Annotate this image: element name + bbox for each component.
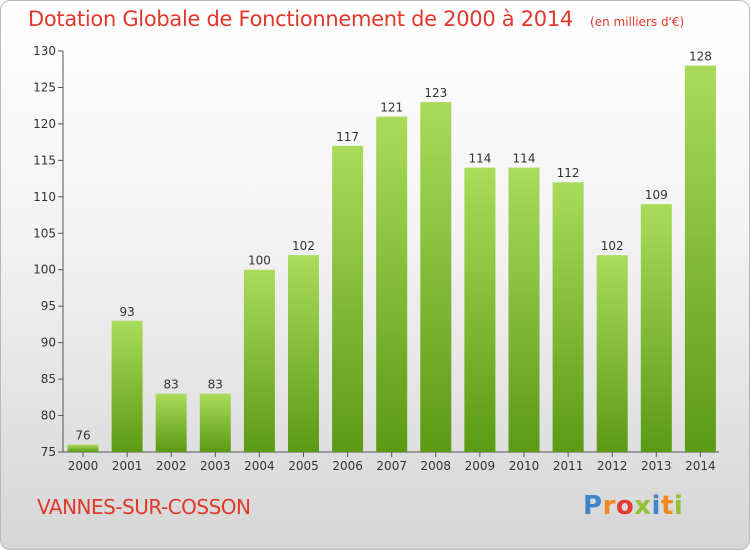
bar [640,204,672,452]
bar-value-label: 109 [645,188,668,202]
y-tick-label: 100 [33,263,56,277]
bar-value-label: 123 [424,86,447,100]
x-tick-label: 2011 [553,459,584,473]
y-tick-label: 110 [33,190,56,204]
bar-value-label: 112 [557,166,580,180]
bar-value-label: 76 [75,429,90,443]
bar-value-label: 83 [164,378,179,392]
y-tick-label: 125 [33,80,56,94]
x-tick-label: 2000 [68,459,99,473]
bar [243,269,275,452]
x-tick-label: 2002 [156,459,187,473]
bar-value-label: 114 [513,152,536,166]
y-tick-label: 80 [41,409,56,423]
bar-value-label: 100 [248,254,271,268]
logo-letter: r [602,491,616,521]
x-tick-label: 2010 [509,459,540,473]
bar [155,393,187,452]
bar-value-label: 93 [119,305,134,319]
y-tick-label: 105 [33,226,56,240]
x-tick-label: 2012 [597,459,628,473]
x-tick-label: 2006 [332,459,363,473]
bar [67,444,99,452]
y-tick-label: 130 [33,44,56,58]
bar [596,255,628,452]
y-tick-label: 90 [41,336,56,350]
logo-letter: o [615,491,635,521]
logo-letter: x [634,491,652,521]
chart-unit: (en milliers d'€) [590,15,685,29]
y-tick-label: 75 [41,445,56,459]
commune-name: VANNES-SUR-COSSON [37,495,251,519]
y-tick-label: 115 [33,153,56,167]
bar [464,167,496,452]
x-tick-label: 2003 [200,459,231,473]
logo-letter: i [673,491,684,521]
x-tick-label: 2004 [244,459,275,473]
bar-value-label: 114 [468,152,491,166]
chart-title: Dotation Globale de Fonctionnement de 20… [28,7,573,31]
x-tick-label: 2001 [112,459,143,473]
title-row: Dotation Globale de Fonctionnement de 20… [28,7,684,31]
bar-value-label: 102 [292,239,315,253]
bar [684,65,716,452]
y-tick-label: 120 [33,117,56,131]
bar [332,145,364,453]
bar [288,255,319,452]
x-tick-label: 2009 [465,459,496,473]
bar [111,320,143,452]
bar-value-label: 128 [689,50,712,64]
bar [376,116,408,453]
bar-value-label: 102 [601,239,624,253]
proxiti-logo[interactable]: Proxiti [583,491,683,521]
y-tick-label: 85 [41,372,56,386]
x-tick-label: 2005 [288,459,319,473]
bar [420,102,452,452]
logo-letter: i [651,491,661,521]
x-tick-label: 2008 [421,459,452,473]
logo-letter: P [583,491,603,521]
x-tick-label: 2014 [685,459,716,473]
bar [199,393,231,452]
x-tick-label: 2013 [641,459,672,473]
bar-value-label: 121 [380,101,403,115]
bar [552,182,584,452]
bar-value-label: 117 [336,130,359,144]
x-tick-label: 2007 [376,459,407,473]
bar-value-label: 83 [208,378,223,392]
bar [508,167,540,452]
logo-letter: t [660,491,674,521]
y-tick-label: 95 [41,299,56,313]
